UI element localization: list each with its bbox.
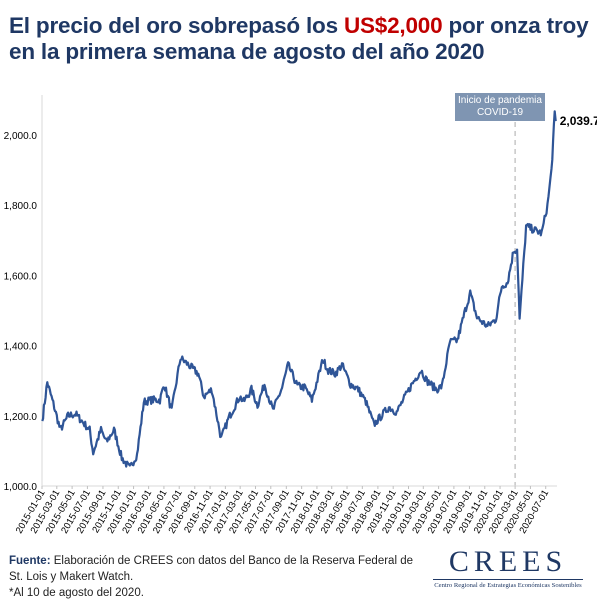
y-tick-label: 2,000.0: [4, 131, 38, 142]
crees-logo: CREES Centro Regional de Estrategias Eco…: [425, 546, 591, 592]
y-tick-label: 1,800.0: [4, 201, 38, 212]
y-tick-label: 1,200.0: [4, 412, 38, 423]
annotation-line-2: COVID-19: [476, 107, 524, 118]
logo-divider: [433, 579, 583, 580]
gold-price-chart: 1,000.0 1,200.0 1,400.0 1,600.0 1,800.0 2,000…: [4, 95, 597, 536]
last-value-label: 2,039.7: [560, 114, 597, 128]
title-highlight: US$2,000: [343, 13, 443, 38]
chart-title: El precio del oro sobrepasó los US$2,000…: [9, 13, 589, 65]
footer-notes: Fuente: Elaboración de CREES con datos d…: [9, 553, 429, 601]
source-label: Fuente:: [9, 555, 51, 567]
gold-price-line: [41, 110, 557, 468]
axes: [41, 95, 557, 487]
logo-wordmark: CREES: [448, 545, 568, 578]
source-note: Fuente: Elaboración de CREES con datos d…: [9, 553, 429, 585]
y-tick-label: 1,600.0: [4, 271, 38, 282]
title-part-2: por onza troy en la primera semana de ag…: [9, 13, 589, 64]
date-note: *Al 10 de agosto del 2020.: [9, 587, 144, 599]
annotation-line-1: Inicio de pandemia: [458, 95, 542, 106]
logo-subtitle: Centro Regional de Estrategias Económica…: [434, 582, 582, 589]
title-part-1: El precio del oro sobrepasó los: [9, 13, 344, 38]
pandemic-annotation: Inicio de pandemia COVID-19: [455, 93, 545, 121]
source-text: Elaboración de CREES con datos del Banco…: [9, 555, 413, 583]
y-tick-label: 1,400.0: [4, 342, 38, 353]
x-axis-ticks: 2015-01-012015-03-012015-05-012015-07-01…: [14, 486, 551, 536]
y-tick-label: 1,000.0: [4, 482, 38, 493]
y-axis-ticks: 1,000.0 1,200.0 1,400.0 1,600.0 1,800.0 2,000…: [4, 131, 38, 493]
